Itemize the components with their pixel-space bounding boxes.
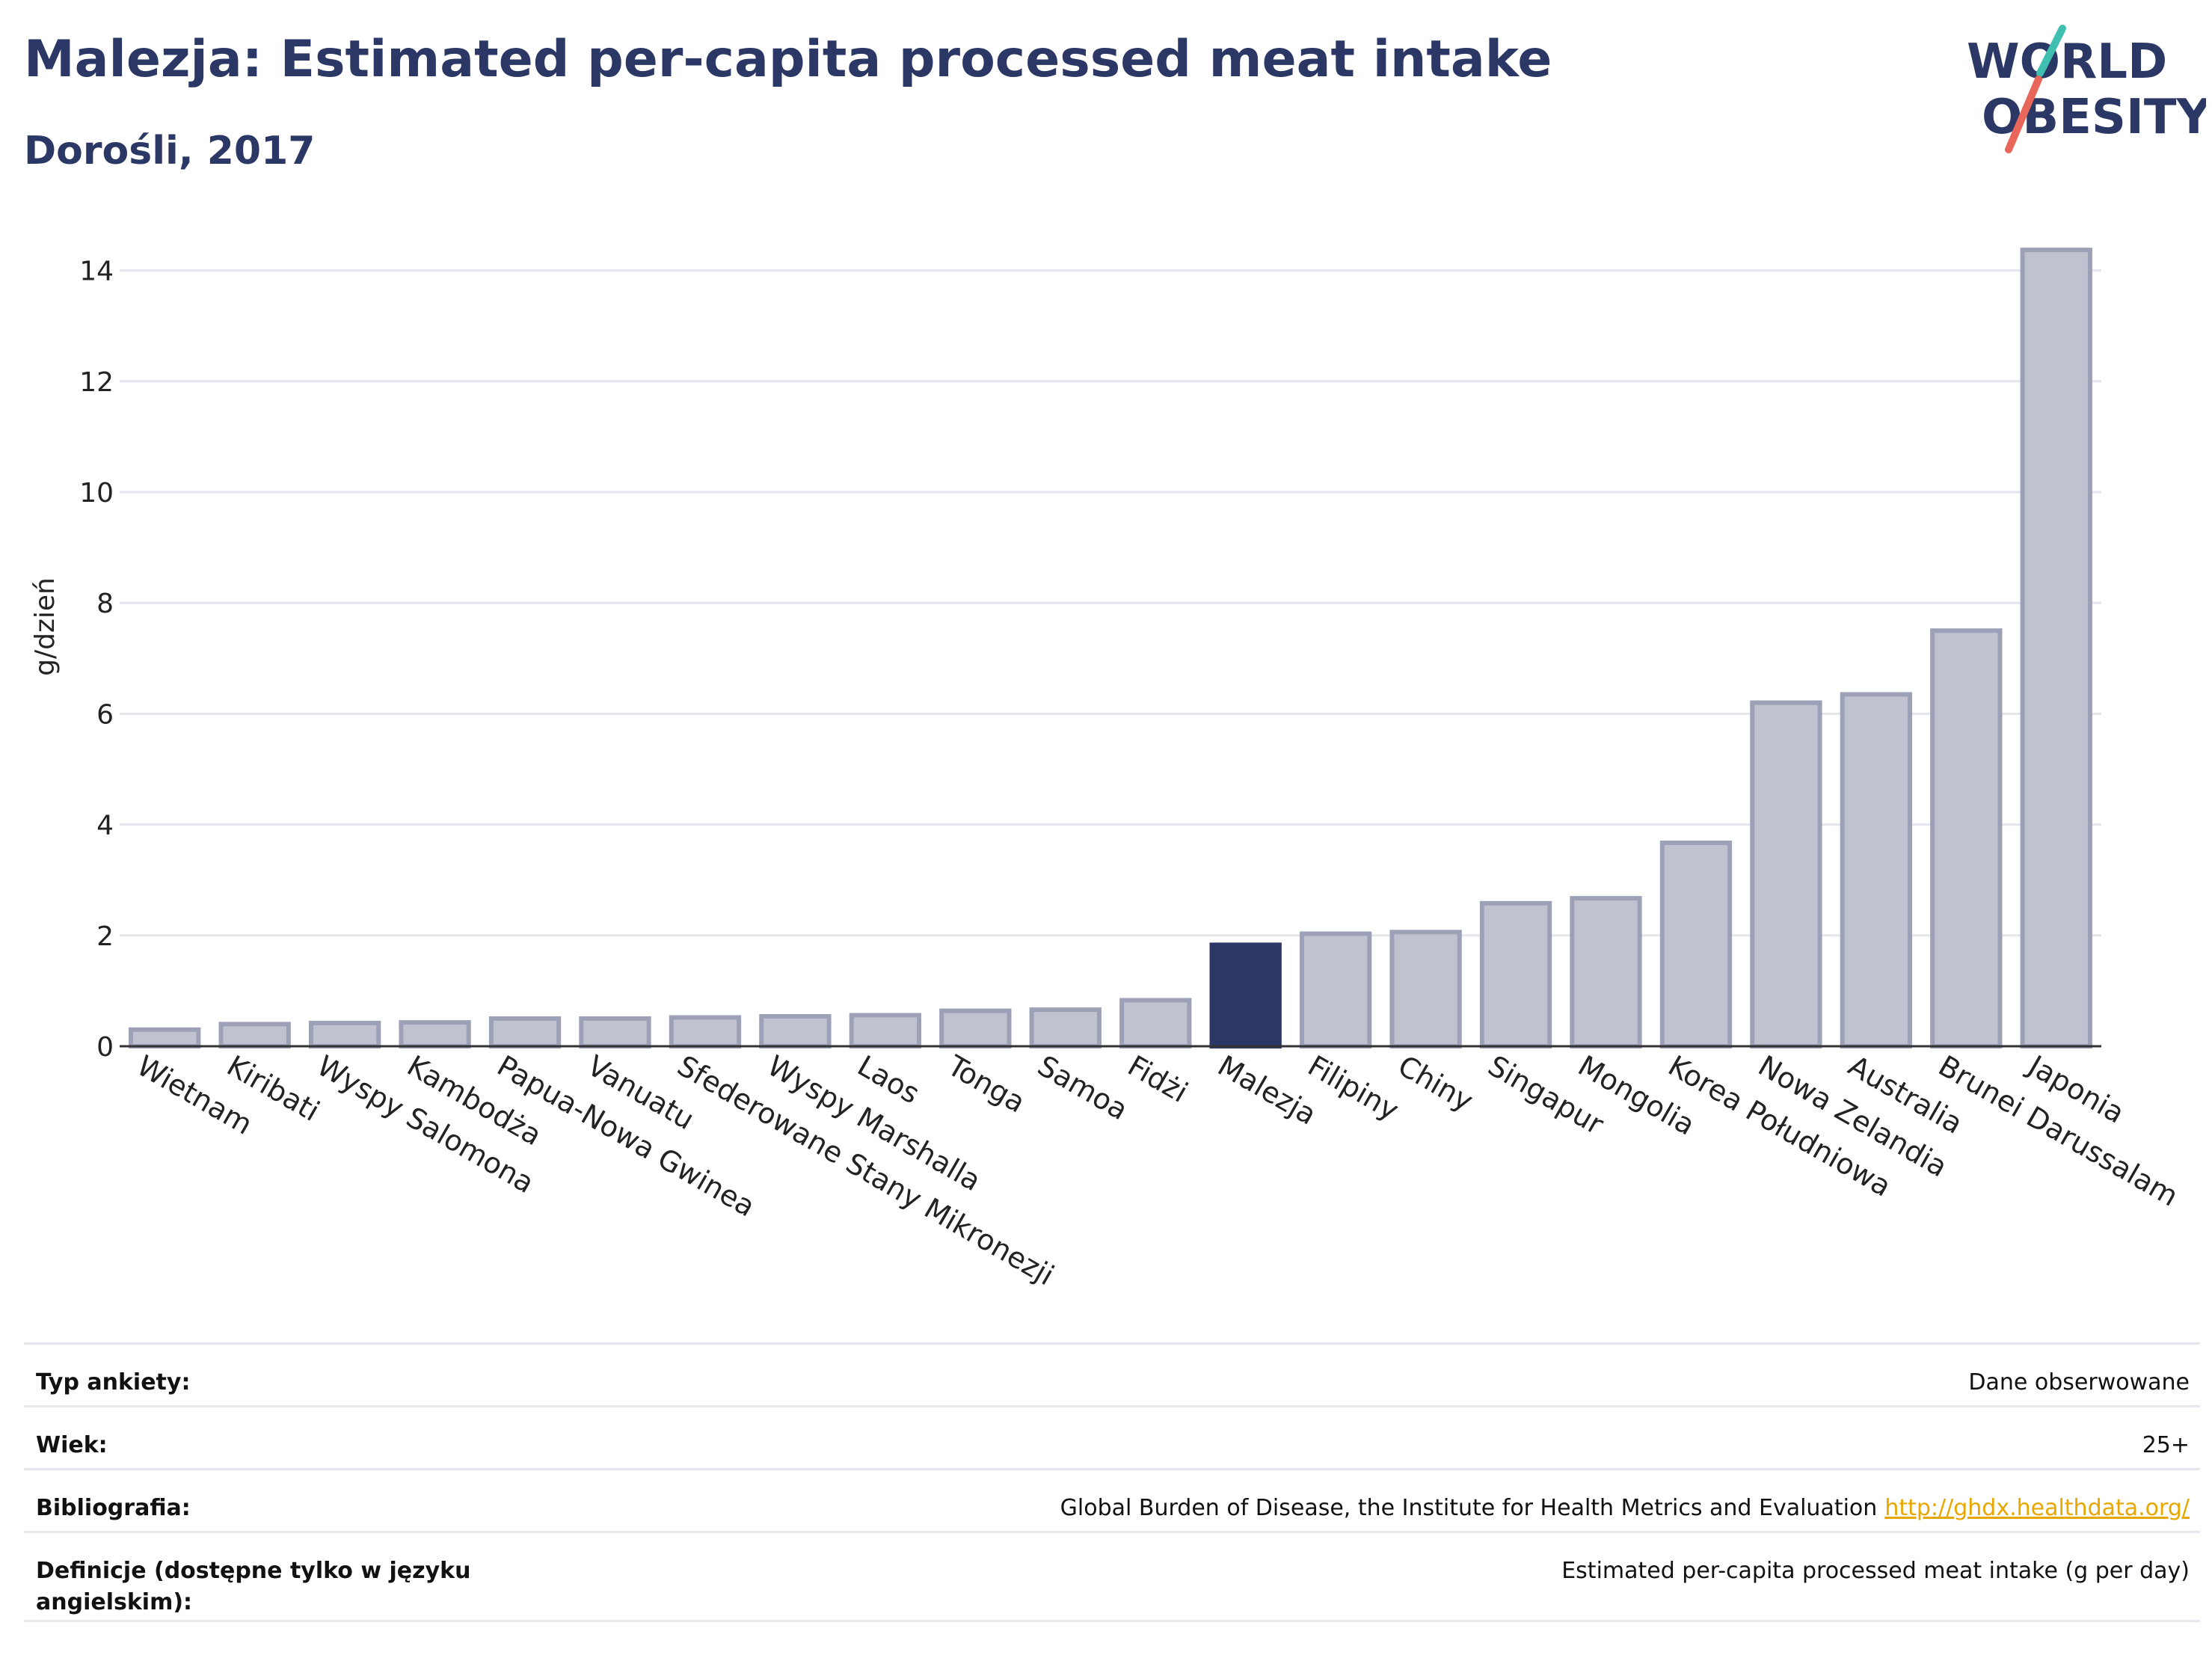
meta-row-survey: Typ ankiety: Dane obserwowane	[24, 1342, 2200, 1405]
y-axis-label: g/dzień	[30, 577, 61, 676]
age-label: Wiek:	[36, 1432, 108, 1458]
bar-brunei-darussalam	[1930, 628, 2003, 1048]
bar-australia	[1840, 692, 1913, 1049]
x-tick-label: Tonga	[941, 1048, 1030, 1119]
bars	[129, 248, 2092, 1049]
x-tick-label: Samoa	[1032, 1049, 1133, 1127]
bar-sfederowane-stany-mikronezji	[669, 1015, 742, 1049]
bar-japonia	[2020, 248, 2092, 1049]
age-value: 25+	[2142, 1432, 2190, 1458]
y-tick-label: 2	[96, 921, 114, 952]
chart-subtitle: Dorośli, 2017	[24, 129, 316, 174]
y-tick-label: 14	[79, 257, 114, 287]
x-tick-label: Chiny	[1392, 1049, 1478, 1118]
bar-tonga	[939, 1008, 1012, 1049]
bar-wyspy-salomona	[308, 1020, 381, 1049]
bar-chiny	[1389, 930, 1462, 1048]
definitions-label: Definicje (dostępne tylko w języku angie…	[36, 1558, 471, 1615]
bar-wyspy-marshalla	[759, 1013, 832, 1048]
bar-singapur	[1479, 900, 1552, 1049]
logo-slash-red	[2005, 76, 2042, 153]
bar-samoa	[1029, 1007, 1102, 1048]
x-tick-label: Malezja	[1212, 1049, 1322, 1132]
bibliography-text: Global Burden of Disease, the Institute …	[1060, 1495, 1878, 1521]
logo-line-1: WORLD	[1967, 34, 2167, 90]
x-tick-label: Fidżi	[1122, 1049, 1193, 1109]
bibliography-link[interactable]: http://ghdx.healthdata.org/	[1884, 1495, 2190, 1521]
bar-laos	[849, 1013, 922, 1049]
y-tick-label: 10	[79, 478, 114, 509]
bar-korea-południowa	[1659, 841, 1733, 1048]
meta-row-age: Wiek: 25+	[24, 1405, 2200, 1468]
meta-row-definitions: Definicje (dostępne tylko w języku angie…	[24, 1531, 2200, 1622]
world-obesity-logo: WORLD OBESITY	[1967, 25, 2206, 153]
metadata-table: Typ ankiety: Dane obserwowane Wiek: 25+ …	[24, 1342, 2200, 1622]
definitions-value: Estimated per-capita processed meat inta…	[1561, 1558, 2190, 1584]
bar-malezja	[1209, 942, 1282, 1048]
bar-papua-nowa-gwinea	[488, 1016, 562, 1048]
bar-kiribati	[218, 1022, 291, 1048]
bar-mongolia	[1570, 896, 1642, 1048]
survey-type-value: Dane obserwowane	[1968, 1369, 2190, 1395]
bar-fidżi	[1119, 998, 1192, 1048]
meta-row-bibliography: Bibliografia: Global Burden of Disease, …	[24, 1468, 2200, 1531]
bar-filipiny	[1299, 931, 1372, 1049]
chart-title: Malezja: Estimated per-capita processed …	[24, 30, 1552, 89]
bibliography-value: Global Burden of Disease, the Institute …	[1060, 1493, 2190, 1524]
y-tick-label: 8	[96, 589, 114, 619]
y-tick-label: 0	[96, 1032, 114, 1063]
y-tick-label: 4	[96, 811, 114, 841]
bar-wietnam	[129, 1027, 201, 1049]
bibliography-label: Bibliografia:	[36, 1495, 191, 1521]
bar-kambodża	[399, 1020, 471, 1048]
bar-nowa-zelandia	[1750, 700, 1822, 1049]
x-tick-label: Filipiny	[1303, 1049, 1404, 1127]
y-tick-label: 6	[96, 699, 114, 730]
y-axis-ticks: 0 2 4 6 8 10 12 14	[79, 257, 114, 1063]
y-tick-label: 12	[79, 367, 114, 398]
logo-slash-teal	[2036, 25, 2066, 77]
survey-type-label: Typ ankiety:	[36, 1369, 191, 1395]
bar-vanuatu	[579, 1016, 651, 1048]
